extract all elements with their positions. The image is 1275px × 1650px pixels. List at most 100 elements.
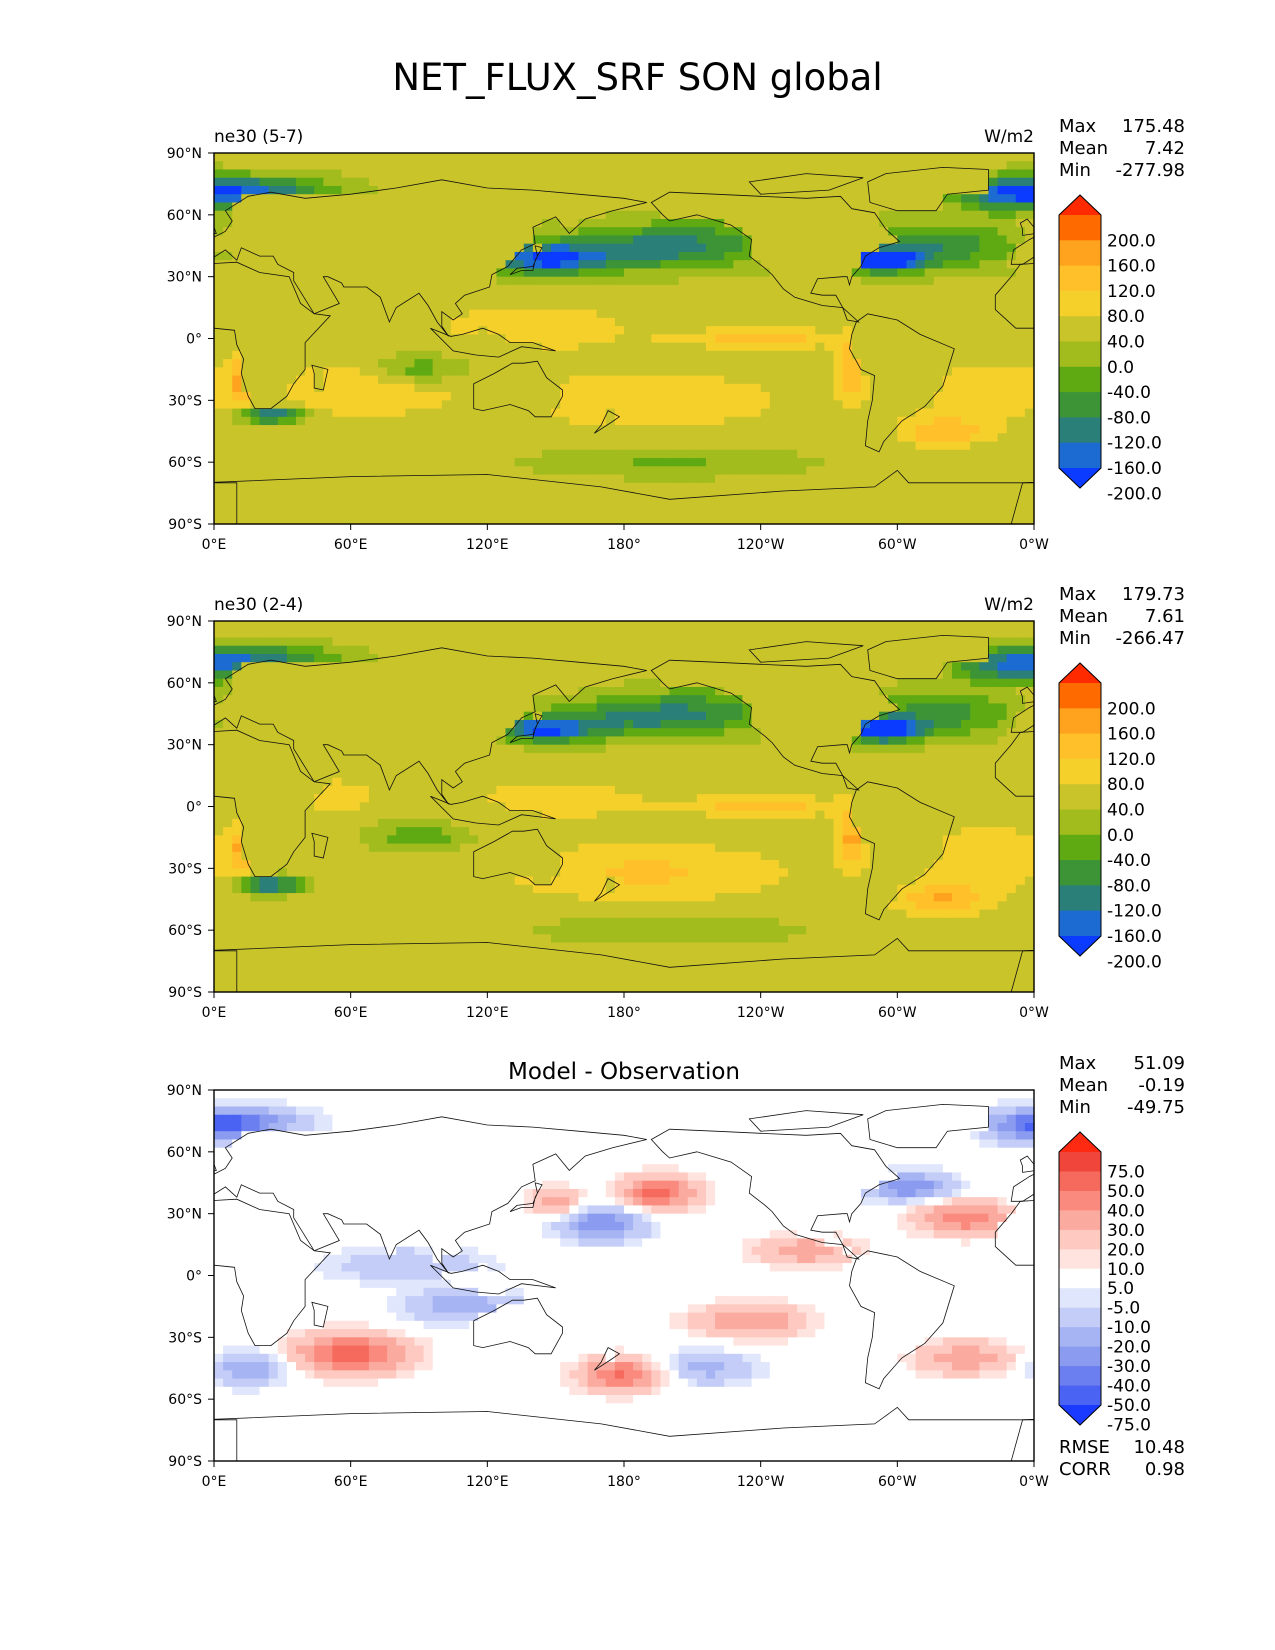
y-tick-label: 0°: [186, 800, 202, 816]
colorbar-label: 40.0: [1107, 801, 1145, 821]
coastline-antarctica: [214, 1419, 238, 1461]
coastline-samerica: [30, 782, 135, 920]
x-tick-label: 60°W: [878, 1474, 917, 1490]
colorbar-label: 200.0: [1107, 699, 1156, 719]
colorbar: 200.0 160.0 120.0 80.0 40.0 0.0 -40.0 -80.0 -120…: [1058, 662, 1162, 972]
colorbar-label: -120.0: [1107, 434, 1162, 454]
colorbar-segment: [1059, 1327, 1101, 1348]
colorbar-segment: [1059, 1366, 1101, 1387]
map-panel-3: 90°N 60°N 30°N 0° 30°S 60°S 90°S0°E 60°E 120°E 18…: [48, 1053, 1185, 1490]
x-tick-label: 180°: [607, 1005, 641, 1021]
coastline-madagascar: [311, 364, 329, 391]
x-tick-label: 120°W: [737, 537, 785, 553]
y-tick-label: 90°N: [167, 1083, 202, 1099]
colorbar-segment: [1059, 316, 1101, 342]
coastline-namerica: [650, 1128, 901, 1260]
x-tick-label: 180°: [607, 1474, 641, 1490]
colorbar-label: 20.0: [1107, 1240, 1145, 1260]
stat-label: Max: [1059, 116, 1097, 137]
colorbar-label: -160.0: [1107, 927, 1162, 947]
y-tick-label: 60°N: [167, 676, 202, 692]
x-tick-label: 120°E: [466, 1474, 509, 1490]
coastline-japan: [509, 713, 543, 743]
colorbar-label: 80.0: [1107, 775, 1145, 795]
colorbar-segment: [1059, 392, 1101, 418]
coastline-arctic-islands: [0, 174, 43, 195]
x-tick-label: 60°E: [334, 1005, 368, 1021]
x-tick-label: 120°E: [466, 1005, 509, 1021]
colorbar-label: 30.0: [1107, 1221, 1145, 1241]
colorbar-label: -40.0: [1107, 851, 1151, 871]
coastline-japan: [509, 245, 543, 275]
coastline-greenland: [48, 1104, 169, 1147]
colorbar-segment: [1059, 885, 1101, 912]
stat-value: 7.61: [1145, 606, 1185, 627]
y-tick-label: 90°S: [168, 1454, 202, 1470]
coastline-antarctica: [214, 1406, 1034, 1461]
coastline-japan: [509, 1182, 543, 1212]
colorbar-label: -40.0: [1107, 383, 1151, 403]
colorbar-segment: [1059, 1249, 1101, 1270]
colorbar-label: -30.0: [1107, 1357, 1151, 1377]
stat-value: 51.09: [1133, 1053, 1185, 1074]
colorbar-label: -160.0: [1107, 459, 1162, 479]
coastline-samerica: [849, 1250, 955, 1390]
colorbar-label: -200.0: [1107, 484, 1162, 504]
coastline-indonesia: [430, 795, 556, 826]
coastline-antarctica: [214, 482, 238, 524]
y-tick-label: 60°N: [167, 1145, 202, 1161]
x-tick-label: 120°W: [737, 1474, 785, 1490]
coastline-australia: [473, 828, 563, 886]
colorbar-label: 160.0: [1107, 725, 1156, 745]
coastline-indonesia: [1250, 796, 1275, 825]
stat-value: 7.42: [1145, 138, 1185, 159]
footer-stat-label: CORR: [1059, 1459, 1111, 1480]
colorbar-segment: [1059, 240, 1101, 267]
coastline-madagascar: [311, 832, 329, 859]
colorbar-label: 0.0: [1107, 358, 1134, 378]
stat-label: Max: [1059, 584, 1097, 605]
colorbar-segment: [1059, 834, 1101, 861]
colorbar-segment: [1059, 1210, 1101, 1231]
coastline-eurasia: [214, 1116, 647, 1274]
coastline-newzealand: [594, 1347, 621, 1371]
stat-label: Mean: [1059, 138, 1108, 159]
x-tick-label: 180°: [607, 537, 641, 553]
coastline-antarctica: [214, 950, 238, 992]
map-panel-2: 90°N 60°N 30°N 0° 30°S 60°S 90°S0°E 60°E 120°E 18…: [0, 584, 1275, 1021]
coastline-arctic-islands: [0, 642, 43, 663]
coastline-indonesia: [430, 327, 556, 358]
contour-field: [214, 1090, 1035, 1462]
colorbar-label: 5.0: [1107, 1279, 1134, 1299]
y-tick-label: 90°N: [167, 146, 202, 162]
footer-stat-value: 10.48: [1133, 1437, 1185, 1458]
colorbar-label: 80.0: [1107, 307, 1145, 327]
coastline-arctic-islands: [748, 1110, 864, 1132]
colorbar-label: 40.0: [1107, 333, 1145, 353]
footer-stat-value: 0.98: [1145, 1459, 1185, 1480]
colorbar-segment: [1059, 733, 1101, 760]
stat-label: Mean: [1059, 606, 1108, 627]
colorbar-segment: [1059, 1171, 1101, 1192]
colorbar-segment: [1059, 1152, 1101, 1172]
colorbar-label: 120.0: [1107, 750, 1156, 770]
coastline-arctic-islands: [748, 173, 864, 195]
coastline-newzealand: [594, 878, 621, 902]
colorbar-segment: [1059, 758, 1101, 785]
colorbar-segment: [1059, 708, 1101, 735]
y-tick-label: 90°S: [168, 985, 202, 1001]
coastline-uk: [1019, 218, 1034, 236]
colorbar-segment: [1059, 417, 1101, 444]
contour-field: [214, 621, 1035, 993]
colorbar-extend-top: [1059, 1132, 1101, 1152]
colorbar-label: 200.0: [1107, 231, 1156, 251]
colorbar-label: -10.0: [1107, 1318, 1151, 1338]
x-tick-label: 60°E: [334, 537, 368, 553]
y-tick-label: 30°S: [168, 393, 202, 409]
colorbar-label: -5.0: [1107, 1299, 1140, 1319]
colorbar-segment: [1059, 1288, 1101, 1309]
x-tick-label: 0°E: [202, 1005, 227, 1021]
x-tick-label: 0°W: [1019, 537, 1049, 553]
x-tick-label: 60°E: [334, 1474, 368, 1490]
colorbar-segment: [1059, 860, 1101, 886]
